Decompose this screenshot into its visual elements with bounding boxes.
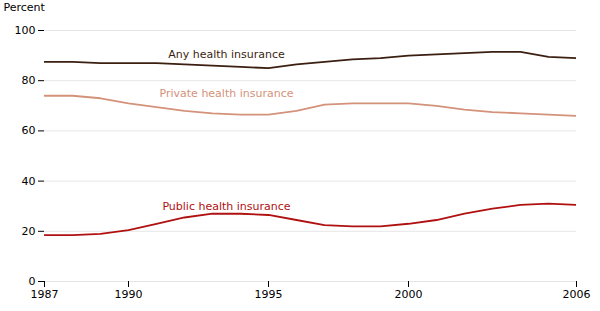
svg-text:Public health insurance: Public health insurance	[162, 200, 290, 213]
svg-text:2006: 2006	[563, 288, 591, 301]
svg-text:1990: 1990	[115, 288, 143, 301]
svg-text:Any health insurance: Any health insurance	[168, 48, 285, 61]
svg-text:40: 40	[22, 175, 36, 188]
svg-text:1995: 1995	[255, 288, 283, 301]
svg-text:100: 100	[15, 24, 36, 37]
svg-text:0: 0	[29, 275, 36, 288]
svg-text:60: 60	[22, 124, 36, 137]
svg-text:80: 80	[22, 74, 36, 87]
svg-text:2000: 2000	[395, 288, 423, 301]
svg-text:Private health insurance: Private health insurance	[160, 87, 294, 100]
svg-text:20: 20	[22, 225, 36, 238]
svg-text:1987: 1987	[31, 288, 59, 301]
svg-text:Percent: Percent	[4, 1, 46, 14]
